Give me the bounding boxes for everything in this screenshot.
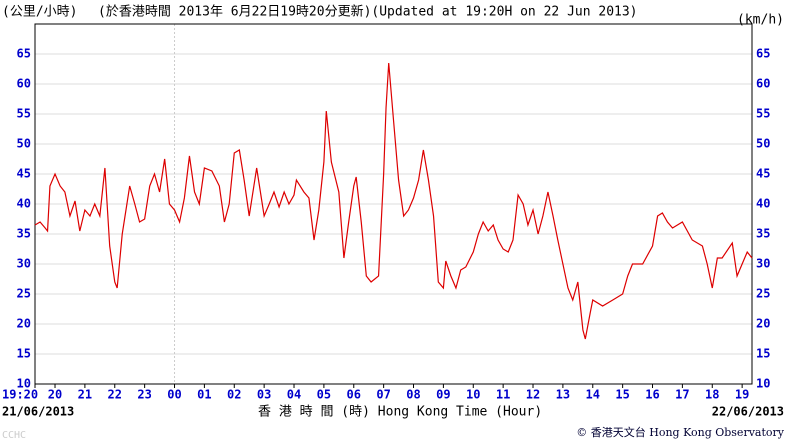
y-tick-label-right: 10 <box>756 377 770 391</box>
x-tick-label: 09 <box>436 388 450 402</box>
unit-left: (公里/小時) <box>2 5 77 20</box>
x-tick-label: 17 <box>675 388 689 402</box>
x-tick-label: 03 <box>257 388 271 402</box>
y-tick-label: 30 <box>17 257 31 271</box>
y-tick-label-right: 15 <box>756 347 770 361</box>
y-tick-label: 65 <box>17 47 31 61</box>
y-tick-label-right: 40 <box>756 197 770 211</box>
plot-frame <box>34 23 753 385</box>
x-tick-label: 20 <box>48 388 62 402</box>
watermark: CCHC <box>2 430 26 441</box>
x-tick-label: 14 <box>586 388 600 402</box>
x-tick-label: 19 <box>735 388 749 402</box>
x-tick-label: 12 <box>526 388 540 402</box>
x-tick-label: 10 <box>466 388 480 402</box>
x-tick-label: 08 <box>406 388 420 402</box>
unit-right: (km/h) <box>737 13 784 28</box>
x-tick-label: 06 <box>347 388 361 402</box>
y-tick-label-right: 35 <box>756 227 770 241</box>
x-tick-label: 23 <box>137 388 151 402</box>
x-tick-label: 18 <box>705 388 719 402</box>
x-tick-label: 11 <box>496 388 510 402</box>
x-tick-label: 13 <box>556 388 570 402</box>
y-tick-label-right: 25 <box>756 287 770 301</box>
y-tick-label-right: 50 <box>756 137 770 151</box>
y-tick-label-right: 30 <box>756 257 770 271</box>
y-tick-label: 25 <box>17 287 31 301</box>
x-tick-label: 01 <box>197 388 211 402</box>
x-axis-label: 香 港 時 間 (時) Hong Kong Time (Hour) <box>258 405 542 420</box>
x-tick-label: 22 <box>108 388 122 402</box>
y-tick-label: 15 <box>17 347 31 361</box>
x-tick-label: 07 <box>376 388 390 402</box>
y-tick-label: 55 <box>17 107 31 121</box>
y-tick-label-right: 65 <box>756 47 770 61</box>
y-tick-label: 45 <box>17 167 31 181</box>
x-tick-label: 04 <box>287 388 301 402</box>
x-tick-label: 00 <box>167 388 181 402</box>
y-tick-label-right: 20 <box>756 317 770 331</box>
y-tick-label-right: 60 <box>756 77 770 91</box>
y-tick-label-right: 45 <box>756 167 770 181</box>
y-tick-label: 35 <box>17 227 31 241</box>
y-tick-label: 10 <box>17 377 31 391</box>
x-tick-label: 19:20 <box>2 388 38 402</box>
y-tick-label: 20 <box>17 317 31 331</box>
y-tick-label: 50 <box>17 137 31 151</box>
chart-title: (於香港時間 2013年 6月22日19時20分更新)(Updated at 1… <box>98 4 638 20</box>
y-tick-label: 40 <box>17 197 31 211</box>
y-tick-label-right: 55 <box>756 107 770 121</box>
date-end: 22/06/2013 <box>712 405 784 419</box>
x-tick-label: 02 <box>227 388 241 402</box>
x-tick-label: 05 <box>317 388 331 402</box>
x-tick-label: 15 <box>615 388 629 402</box>
credit: © 香港天文台 Hong Kong Observatory <box>576 425 785 439</box>
date-start: 21/06/2013 <box>2 405 74 419</box>
x-tick-label: 21 <box>78 388 92 402</box>
wind-line <box>34 62 753 340</box>
x-tick-label: 16 <box>645 388 659 402</box>
y-tick-label: 60 <box>17 77 31 91</box>
